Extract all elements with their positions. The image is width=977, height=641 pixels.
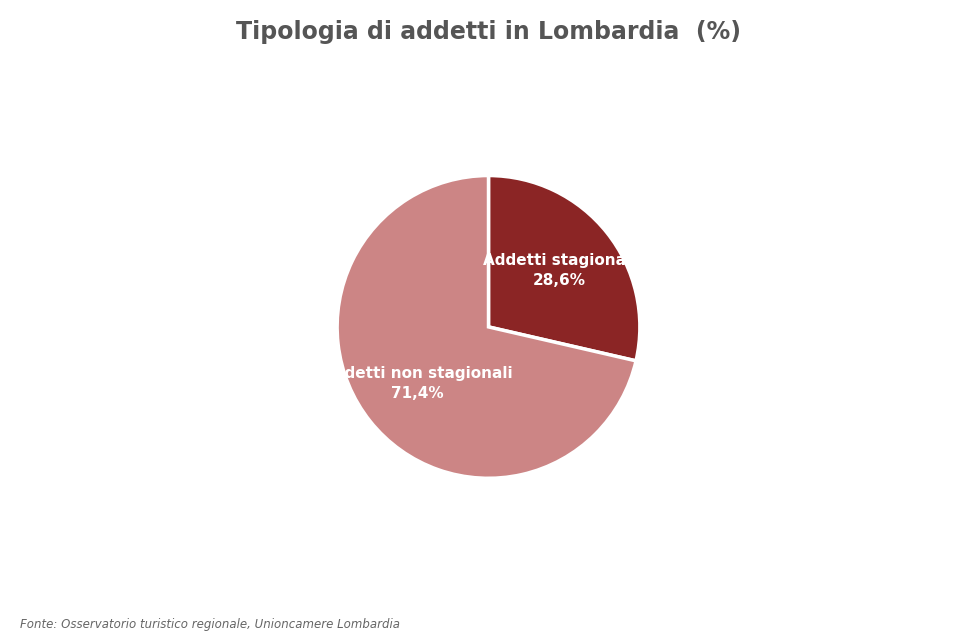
Wedge shape <box>488 176 640 361</box>
Text: Fonte: Osservatorio turistico regionale, Unioncamere Lombardia: Fonte: Osservatorio turistico regionale,… <box>20 619 400 631</box>
Wedge shape <box>337 176 636 478</box>
Title: Tipologia di addetti in Lombardia  (%): Tipologia di addetti in Lombardia (%) <box>236 20 741 44</box>
Text: Addetti stagionali
28,6%: Addetti stagionali 28,6% <box>483 253 636 288</box>
Text: Addetti non stagionali
71,4%: Addetti non stagionali 71,4% <box>322 366 513 401</box>
